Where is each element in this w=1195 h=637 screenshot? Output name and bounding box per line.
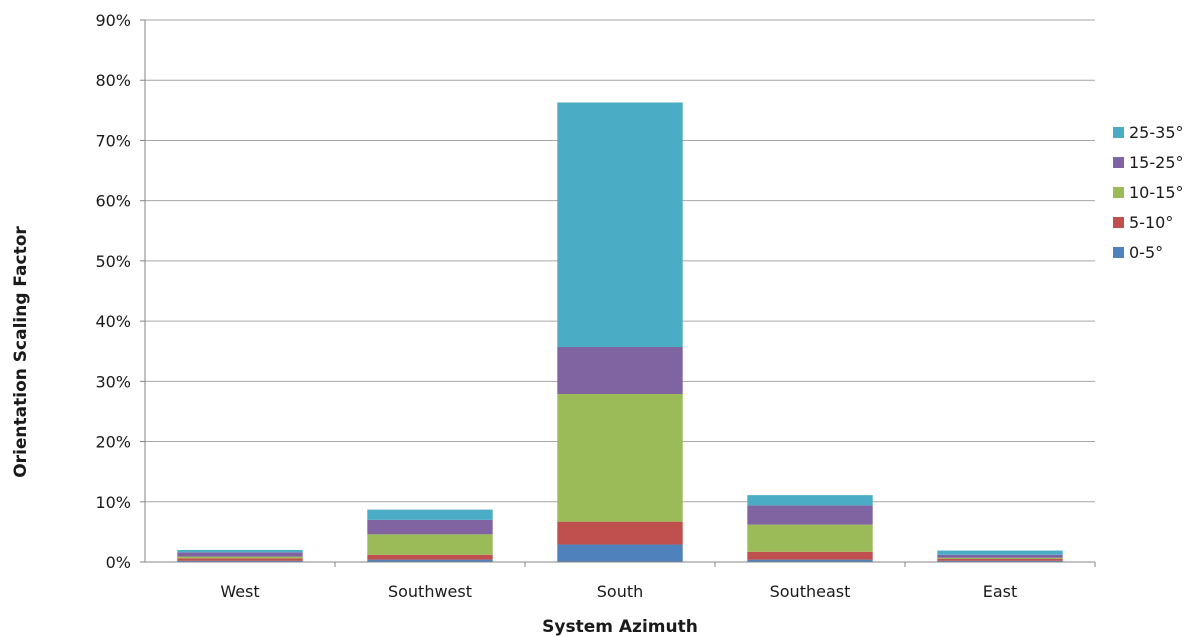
bar-segment bbox=[937, 557, 1063, 559]
bar-segment bbox=[557, 102, 683, 348]
bar-segment bbox=[747, 551, 873, 560]
y-tick-label: 50% bbox=[95, 252, 131, 271]
bar-segment bbox=[747, 559, 873, 562]
bar-segment bbox=[937, 558, 1063, 561]
legend-item: 25-35° bbox=[1113, 123, 1184, 142]
x-tick-labels: West Southwest South Southeast East bbox=[220, 582, 1017, 601]
bar-segment bbox=[367, 559, 493, 562]
legend-label: 15-25° bbox=[1129, 153, 1184, 172]
bar-segment bbox=[747, 524, 873, 552]
legend-item: 10-15° bbox=[1113, 183, 1184, 202]
bar-segment bbox=[557, 393, 683, 522]
bar-segment bbox=[557, 347, 683, 394]
legend-item: 15-25° bbox=[1113, 153, 1184, 172]
legend-swatch bbox=[1113, 127, 1124, 138]
legend-label: 5-10° bbox=[1129, 213, 1173, 232]
bar-segment bbox=[747, 505, 873, 525]
bar-segment bbox=[557, 544, 683, 562]
bar-segment bbox=[367, 534, 493, 555]
bar-segment bbox=[557, 521, 683, 545]
x-tick-label: Southwest bbox=[388, 582, 472, 601]
bars bbox=[177, 102, 1063, 562]
bar-segment bbox=[937, 550, 1063, 555]
legend-label: 10-15° bbox=[1129, 183, 1184, 202]
legend-swatch bbox=[1113, 247, 1124, 258]
x-axis-title: System Azimuth bbox=[542, 617, 698, 637]
y-tick-label: 90% bbox=[95, 11, 131, 30]
y-tick-label: 80% bbox=[95, 71, 131, 90]
y-tick-label: 20% bbox=[95, 433, 131, 452]
legend-swatch bbox=[1113, 187, 1124, 198]
y-tick-label: 30% bbox=[95, 372, 131, 391]
y-tick-labels: 0% 10% 20% 30% 40% 50% 60% 70% 80% 90% bbox=[95, 11, 131, 572]
x-tick-label: West bbox=[220, 582, 259, 601]
bar-segment bbox=[367, 519, 493, 535]
bar-segment bbox=[177, 558, 303, 561]
legend-item: 0-5° bbox=[1113, 243, 1163, 262]
bar-segment bbox=[177, 552, 303, 557]
legend-label: 0-5° bbox=[1129, 243, 1163, 262]
y-axis-title: Orientation Scaling Factor bbox=[11, 226, 31, 478]
bar-segment bbox=[177, 556, 303, 559]
legend: 25-35° 15-25° 10-15° 5-10° 0-5° bbox=[1113, 123, 1184, 262]
bar-segment bbox=[367, 509, 493, 520]
legend-label: 25-35° bbox=[1129, 123, 1184, 142]
legend-swatch bbox=[1113, 217, 1124, 228]
axes bbox=[144, 20, 1096, 567]
legend-swatch bbox=[1113, 157, 1124, 168]
bar-segment bbox=[937, 554, 1063, 558]
x-tick-label: Southeast bbox=[770, 582, 851, 601]
bar-segment bbox=[937, 560, 1063, 562]
x-tick-label: East bbox=[983, 582, 1018, 601]
y-tick-label: 60% bbox=[95, 192, 131, 211]
bar-segment bbox=[177, 560, 303, 562]
x-tick-label: South bbox=[597, 582, 644, 601]
y-tick-label: 0% bbox=[106, 553, 131, 572]
y-tick-label: 40% bbox=[95, 312, 131, 331]
bar-segment bbox=[747, 495, 873, 506]
y-tick-label: 70% bbox=[95, 131, 131, 150]
legend-item: 5-10° bbox=[1113, 213, 1173, 232]
bar-segment bbox=[177, 549, 303, 553]
bar-segment bbox=[367, 554, 493, 560]
y-tick-label: 10% bbox=[95, 493, 131, 512]
